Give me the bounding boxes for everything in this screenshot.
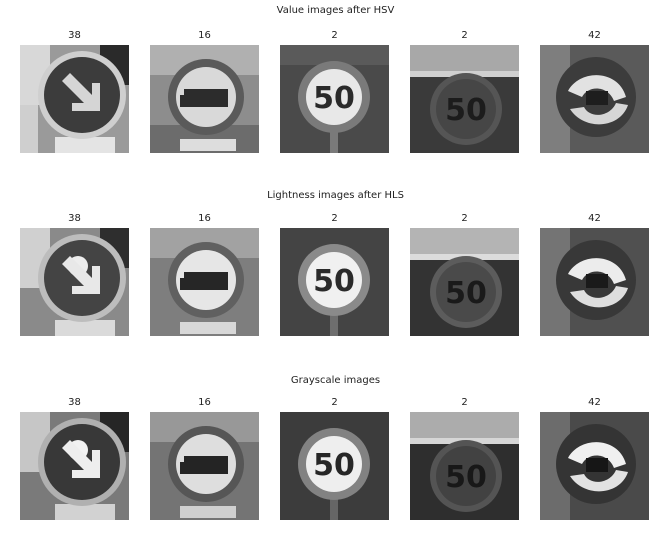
speed-limit-text: 50 [445, 460, 487, 495]
panel-class-label: 2 [331, 30, 338, 41]
speed-limit-50-sign-icon: 50 [410, 45, 519, 153]
sign-image [20, 45, 129, 153]
speed-limit-50-sign-icon: 50 [410, 412, 519, 520]
end-of-no-passing-trucks-sign-icon [540, 228, 649, 336]
sign-image [150, 412, 259, 520]
no-trucks-sign-icon [150, 412, 259, 520]
image-panel: 16 [150, 213, 259, 336]
image-panel: 38 [20, 397, 129, 520]
panel-class-label: 38 [68, 397, 81, 408]
end-of-no-passing-trucks-sign-icon [540, 45, 649, 153]
image-panel: 42 [540, 397, 649, 520]
image-panel: 2 50 [280, 397, 389, 520]
end-of-no-passing-trucks-sign-icon [540, 412, 649, 520]
speed-limit-text: 50 [445, 276, 487, 311]
speed-limit-50-sign-icon: 50 [410, 228, 519, 336]
speed-limit-50-sign-icon: 50 [280, 412, 389, 520]
speed-limit-text: 50 [445, 93, 487, 128]
no-trucks-sign-icon [150, 228, 259, 336]
sign-image: 50 [410, 228, 519, 336]
sign-image: 50 [410, 412, 519, 520]
sign-image [540, 412, 649, 520]
sign-image [20, 412, 129, 520]
row-title: Grayscale images [290, 375, 381, 386]
image-panel: 16 [150, 397, 259, 520]
image-panel: 16 [150, 30, 259, 153]
speed-limit-text: 50 [313, 448, 355, 483]
image-panel: 2 50 [280, 213, 389, 336]
image-panel: 42 [540, 30, 649, 153]
image-panel: 42 [540, 213, 649, 336]
panel-class-label: 42 [588, 30, 601, 41]
image-panel: 2 50 [410, 397, 519, 520]
row-title: Value images after HSV [276, 5, 395, 16]
panel-class-label: 42 [588, 397, 601, 408]
speed-limit-50-sign-icon: 50 [280, 228, 389, 336]
panel-class-label: 16 [198, 213, 211, 224]
panel-class-label: 2 [461, 30, 468, 41]
sign-image: 50 [280, 228, 389, 336]
image-panel: 38 [20, 213, 129, 336]
image-panel: 38 [20, 30, 129, 153]
image-panel: 2 50 [410, 30, 519, 153]
image-panel: 2 50 [410, 213, 519, 336]
sign-image [150, 228, 259, 336]
no-trucks-sign-icon [150, 45, 259, 153]
panel-class-label: 2 [331, 213, 338, 224]
sign-image [540, 45, 649, 153]
speed-limit-text: 50 [313, 264, 355, 299]
keep-right-sign-icon [20, 228, 129, 336]
panel-class-label: 42 [588, 213, 601, 224]
sign-image [20, 228, 129, 336]
sign-image: 50 [410, 45, 519, 153]
speed-limit-text: 50 [313, 81, 355, 116]
sign-image [150, 45, 259, 153]
sign-image [540, 228, 649, 336]
panel-class-label: 16 [198, 30, 211, 41]
keep-right-sign-icon [20, 412, 129, 520]
keep-right-sign-icon [20, 45, 129, 153]
panel-class-label: 16 [198, 397, 211, 408]
panel-class-label: 38 [68, 213, 81, 224]
panel-class-label: 38 [68, 30, 81, 41]
panel-class-label: 2 [461, 397, 468, 408]
speed-limit-50-sign-icon: 50 [280, 45, 389, 153]
row-title: Lightness images after HLS [267, 190, 404, 201]
sign-image: 50 [280, 412, 389, 520]
panel-class-label: 2 [331, 397, 338, 408]
image-panel: 2 50 [280, 30, 389, 153]
sign-image: 50 [280, 45, 389, 153]
panel-class-label: 2 [461, 213, 468, 224]
